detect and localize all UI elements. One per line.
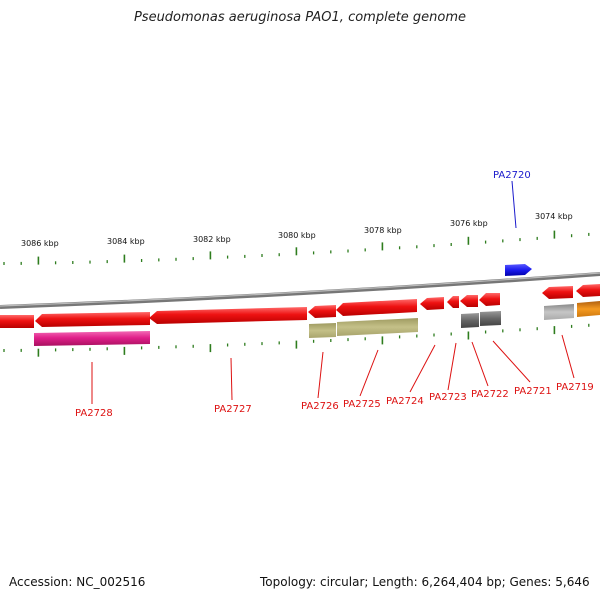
feature-olive-PA2726[interactable] — [309, 323, 336, 338]
scale-label-3076: 3076 kbp — [450, 219, 488, 228]
feature-gray-PA2722[interactable] — [461, 313, 479, 328]
scale-label-3078: 3078 kbp — [364, 226, 402, 235]
scale-label-3086: 3086 kbp — [21, 239, 59, 248]
gene-PA2728-arrow[interactable] — [35, 312, 150, 327]
gene-PA2727-arrow[interactable] — [149, 307, 307, 324]
scale-ticks-top — [3, 230, 590, 265]
gene-PA2721-arrow[interactable] — [479, 293, 500, 306]
gene-arrow-left-edge[interactable] — [0, 315, 34, 328]
gene-arrow-right-edge[interactable] — [576, 284, 600, 297]
gene-PA2719-arrow[interactable] — [542, 286, 573, 299]
scale-label-3080: 3080 kbp — [278, 231, 316, 240]
gene-label-PA2728[interactable]: PA2728 — [75, 408, 113, 419]
gene-label-PA2725[interactable]: PA2725 — [343, 399, 381, 410]
scale-ticks-bottom — [3, 323, 590, 357]
gene-PA2725-arrow[interactable] — [336, 299, 417, 316]
gene-label-PA2723[interactable]: PA2723 — [429, 392, 467, 403]
feature-pink-PA2728[interactable] — [34, 331, 150, 346]
gene-leader-lines — [91, 334, 575, 404]
gene-leader-line-PA2720 — [511, 180, 517, 229]
feature-gray-PA2721[interactable] — [480, 311, 501, 326]
genome-backbone — [0, 272, 600, 309]
accession-text: Accession: NC_002516 — [9, 575, 146, 589]
scale-label-3074: 3074 kbp — [535, 212, 573, 221]
gene-label-PA2721[interactable]: PA2721 — [514, 386, 552, 397]
gene-PA2724-arrow[interactable] — [420, 297, 444, 310]
feature-olive-PA2725[interactable] — [337, 318, 418, 336]
gene-label-PA2720[interactable]: PA2720 — [493, 170, 531, 181]
map-title: Pseudomonas aeruginosa PAO1, complete ge… — [133, 10, 467, 25]
genome-summary-text: Topology: circular; Length: 6,264,404 bp… — [260, 575, 590, 589]
gene-label-PA2724[interactable]: PA2724 — [386, 396, 424, 407]
scale-label-3084: 3084 kbp — [107, 237, 145, 246]
gene-label-PA2719[interactable]: PA2719 — [556, 382, 594, 393]
genome-backbone-highlight — [0, 272, 600, 307]
gene-label-PA2722[interactable]: PA2722 — [471, 389, 509, 400]
feature-orange-right[interactable] — [577, 301, 600, 317]
feature-lightgray-PA2719[interactable] — [544, 304, 574, 320]
gene-label-PA2727[interactable]: PA2727 — [214, 404, 252, 415]
gene-PA2722-arrow[interactable] — [460, 295, 478, 307]
gene-PA2720-arrow[interactable] — [505, 264, 532, 276]
scale-label-3082: 3082 kbp — [193, 235, 231, 244]
gene-label-PA2726[interactable]: PA2726 — [301, 401, 339, 412]
gene-PA2723-arrow[interactable] — [447, 296, 459, 308]
gene-PA2726-arrow[interactable] — [308, 305, 336, 318]
